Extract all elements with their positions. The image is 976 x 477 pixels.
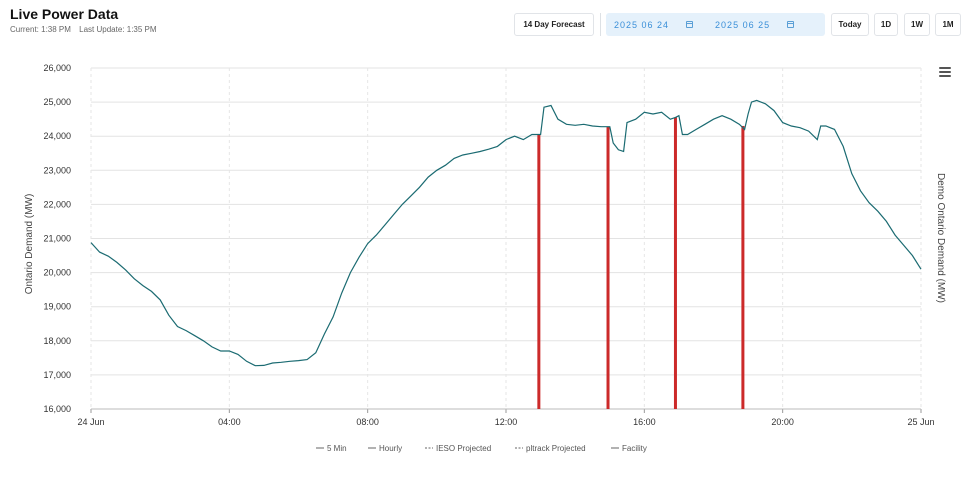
legend-item[interactable]: Facility xyxy=(622,444,647,453)
end-date-value[interactable]: 2025 06 25 xyxy=(715,19,771,30)
series-line-5min[interactable] xyxy=(90,99,922,367)
x-tick-label: 12:00 xyxy=(495,417,518,427)
status-line: Current: 1:38 PM Last Update: 1:35 PM xyxy=(10,25,163,34)
hamburger-menu-icon[interactable] xyxy=(939,67,951,77)
y-tick-label: 23,000 xyxy=(43,165,71,175)
range-1d-button[interactable]: 1D xyxy=(874,13,898,36)
y-tick-label: 18,000 xyxy=(43,336,71,346)
x-tick-label: 08:00 xyxy=(356,417,379,427)
x-tick-label: 25 Jun xyxy=(907,417,934,427)
legend-item[interactable]: IESO Projected xyxy=(436,444,491,453)
legend-item[interactable]: Hourly xyxy=(379,444,402,453)
calendar-icon[interactable] xyxy=(686,21,694,28)
y-tick-label: 19,000 xyxy=(43,302,71,312)
event-bar[interactable] xyxy=(673,117,677,409)
y-tick-label: 17,000 xyxy=(43,370,71,380)
legend-item[interactable]: pltrack Projected xyxy=(526,444,586,453)
x-tick-label: 24 Jun xyxy=(77,417,104,427)
date-range-picker[interactable]: 2025 06 24 2025 06 25 xyxy=(606,13,825,36)
page-title: Live Power Data xyxy=(10,6,119,22)
x-tick-label: 16:00 xyxy=(633,417,656,427)
y-tick-label: 26,000 xyxy=(43,63,71,73)
today-button[interactable]: Today xyxy=(831,13,869,36)
calendar-icon[interactable] xyxy=(787,21,795,28)
current-time: Current: 1:38 PM xyxy=(10,25,71,34)
forecast-button[interactable]: 14 Day Forecast xyxy=(514,13,594,36)
y-tick-label: 20,000 xyxy=(43,268,71,278)
y-tick-label: 22,000 xyxy=(43,199,71,209)
x-tick-label: 20:00 xyxy=(771,417,794,427)
range-1w-button[interactable]: 1W xyxy=(904,13,930,36)
y-tick-label: 16,000 xyxy=(43,404,71,414)
toolbar-separator xyxy=(600,13,601,36)
demand-chart: 16,000 17,000 18,000 19,000 20,000 21,000 22,0… xyxy=(24,63,946,453)
last-update-time: Last Update: 1:35 PM xyxy=(79,25,157,34)
event-bar[interactable] xyxy=(741,125,745,409)
y-tick-label: 24,000 xyxy=(43,131,71,141)
y2-axis-title: Demo Ontario Demand (MW) xyxy=(935,173,946,303)
event-bar[interactable] xyxy=(537,134,541,409)
y-axis-title: Ontario Demand (MW) xyxy=(24,194,35,295)
y-tick-label: 25,000 xyxy=(43,97,71,107)
x-tick-label: 04:00 xyxy=(218,417,241,427)
event-bar[interactable] xyxy=(606,126,610,409)
range-1m-button[interactable]: 1M xyxy=(935,13,961,36)
start-date-value[interactable]: 2025 06 24 xyxy=(614,19,670,30)
y-tick-label: 21,000 xyxy=(43,234,71,244)
legend-item[interactable]: 5 Min xyxy=(327,444,347,453)
